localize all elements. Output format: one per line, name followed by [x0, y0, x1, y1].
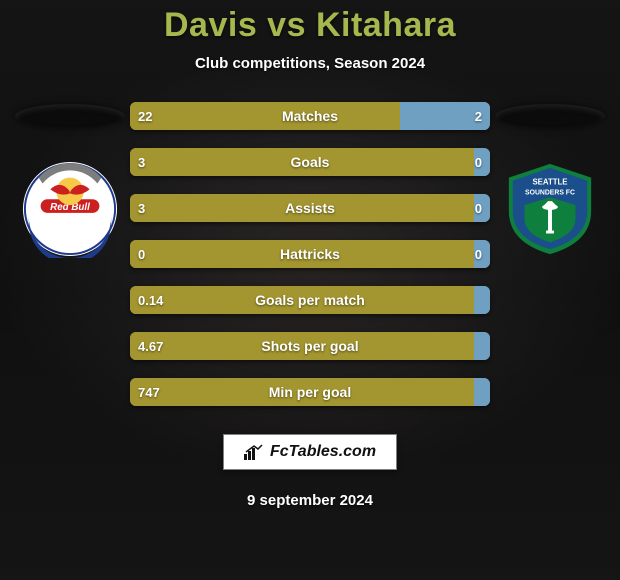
stat-left-value: 4.67 [138, 339, 163, 354]
stat-bar-right: 0 [474, 240, 490, 268]
date-label: 9 september 2024 [247, 492, 373, 509]
seattle-sounders-icon: SEATTLE SOUNDERS FC [501, 160, 599, 258]
stat-bar-left: 22 [130, 102, 400, 130]
stat-left-value: 747 [138, 385, 160, 400]
stat-bar-right: 0 [474, 148, 490, 176]
stat-bars: 222Matches30Goals30Assists00Hattricks0.1… [130, 102, 490, 406]
stat-bar: 222Matches [130, 102, 490, 130]
stat-left-value: 3 [138, 155, 145, 170]
stat-bar: 30Goals [130, 148, 490, 176]
redbull-new-york-icon: NEW YORK Red Bull [21, 160, 119, 258]
stat-bar-right [474, 332, 490, 360]
stat-bar: 30Assists [130, 194, 490, 222]
stat-bar-left: 747 [130, 378, 474, 406]
left-ellipse-shadow [15, 104, 125, 128]
stat-right-value: 0 [475, 155, 482, 170]
stat-bar-left: 3 [130, 194, 474, 222]
stat-bar-right: 0 [474, 194, 490, 222]
right-team-badge: SEATTLE SOUNDERS FC [501, 160, 599, 258]
comparison-card: Davis vs Kitahara Club competitions, Sea… [0, 0, 620, 580]
stat-bar-left: 0 [130, 240, 474, 268]
stat-left-value: 0 [138, 247, 145, 262]
main-row: NEW YORK Red Bull 222Matches30Goals30Ass… [0, 102, 620, 406]
stat-left-value: 3 [138, 201, 145, 216]
stat-bar-right [474, 286, 490, 314]
svg-text:SOUNDERS FC: SOUNDERS FC [525, 189, 575, 196]
right-side: SEATTLE SOUNDERS FC [490, 102, 610, 258]
stat-right-value: 2 [475, 109, 482, 124]
stat-bar-right: 2 [400, 102, 490, 130]
stat-left-value: 22 [138, 109, 152, 124]
stat-right-value: 0 [475, 201, 482, 216]
right-ellipse-shadow [495, 104, 605, 128]
stat-bar: 00Hattricks [130, 240, 490, 268]
subtitle: Club competitions, Season 2024 [195, 55, 425, 72]
page-title: Davis vs Kitahara [164, 6, 456, 45]
watermark-badge: FcTables.com [223, 434, 397, 470]
fctables-chart-icon [244, 444, 264, 460]
stat-bar: 0.14Goals per match [130, 286, 490, 314]
watermark-text: FcTables.com [270, 443, 376, 461]
stat-bar-left: 3 [130, 148, 474, 176]
left-side: NEW YORK Red Bull [10, 102, 130, 258]
left-team-badge: NEW YORK Red Bull [21, 160, 119, 258]
svg-text:NEW YORK: NEW YORK [40, 225, 99, 237]
stat-bar-left: 0.14 [130, 286, 474, 314]
stat-right-value: 0 [475, 247, 482, 262]
svg-text:SEATTLE: SEATTLE [532, 178, 567, 187]
stat-bar-left: 4.67 [130, 332, 474, 360]
stat-left-value: 0.14 [138, 293, 163, 308]
stat-bar: 4.67Shots per goal [130, 332, 490, 360]
stat-bar: 747Min per goal [130, 378, 490, 406]
stat-bar-right [474, 378, 490, 406]
